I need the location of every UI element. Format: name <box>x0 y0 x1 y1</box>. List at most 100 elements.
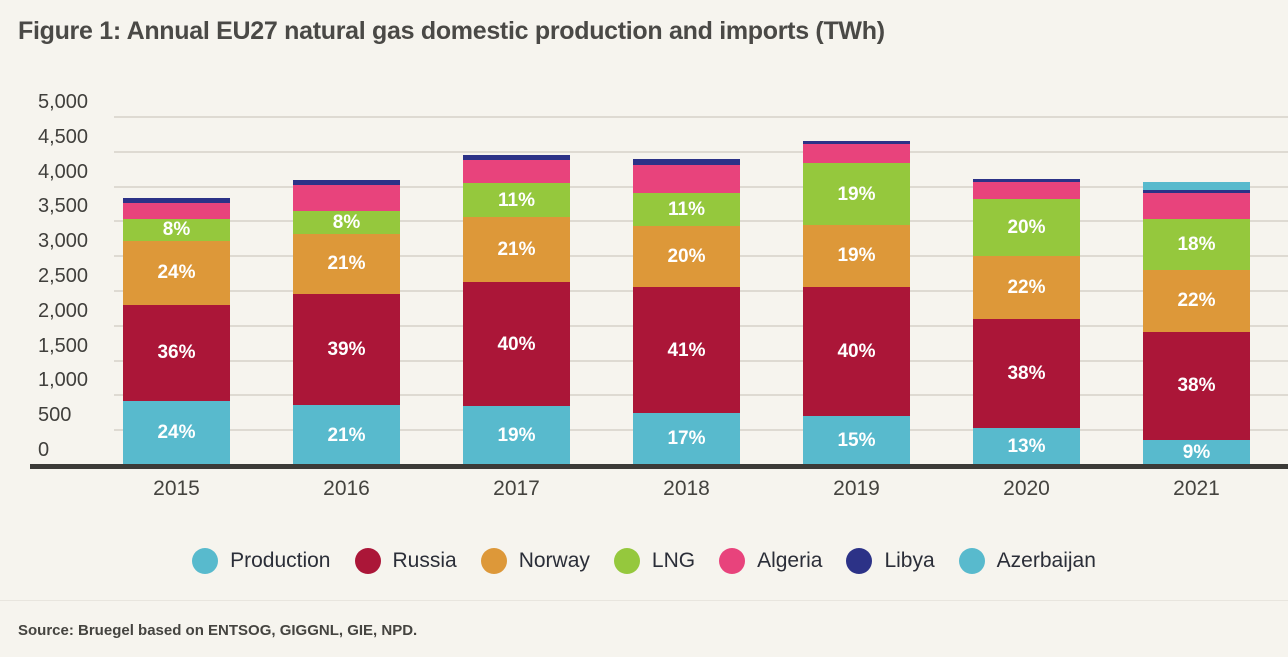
bar-segment-2019-lng: 19% <box>803 163 910 226</box>
y-tick-label-0: 0 <box>38 439 50 461</box>
segment-label-2018-norway: 20% <box>667 246 706 268</box>
footer-divider <box>0 600 1288 601</box>
segment-label-2017-production: 19% <box>497 425 536 447</box>
bar-segment-2018-russia: 41% <box>633 287 740 413</box>
y-tick-label-1500: 1,500 <box>38 334 89 357</box>
legend-swatch-russia <box>354 548 381 574</box>
bar-segment-2015-russia: 36% <box>123 304 230 401</box>
legend-label-production: Production <box>230 549 331 572</box>
bar-segment-2017-algeria <box>463 159 570 184</box>
segment-label-2018-production: 17% <box>667 428 706 450</box>
segment-label-2015-norway: 24% <box>157 262 196 284</box>
x-axis-label-2021: 2021 <box>1173 477 1220 500</box>
bar-segment-2016-norway: 21% <box>293 233 400 294</box>
segment-label-2021-lng: 18% <box>1177 233 1216 255</box>
bar-segment-2016-algeria <box>293 185 400 212</box>
bar-segment-2020-russia: 38% <box>973 319 1080 428</box>
legend-label-algeria: Algeria <box>757 549 823 572</box>
x-axis-label-2020: 2020 <box>1003 477 1050 500</box>
bar-segment-2017-production: 19% <box>463 406 570 465</box>
y-tick-label-3500: 3,500 <box>38 195 89 218</box>
legend-label-azerbaijan: Azerbaijan <box>996 549 1096 572</box>
segment-label-2016-russia: 39% <box>327 338 366 360</box>
bar-segment-2017-russia: 40% <box>463 282 570 407</box>
bar-segment-2015-lng: 8% <box>123 219 230 241</box>
bar-segment-2016-libya <box>293 179 400 186</box>
legend-item-lng: LNG <box>613 548 696 574</box>
y-tick-label-4500: 4,500 <box>38 125 89 148</box>
bar-segment-2020-production: 13% <box>973 427 1080 465</box>
legend-label-libya: Libya <box>884 549 935 572</box>
segment-label-2020-lng: 20% <box>1007 217 1046 239</box>
segment-label-2016-lng: 8% <box>332 211 361 233</box>
segment-label-2019-production: 15% <box>837 430 876 452</box>
bar-segment-2021-libya <box>1143 190 1250 194</box>
stacked-bar-chart: 24% 36% 24% 8% 21% 39% 21% 8% 19% 40% 21% 11% 17% 41%… <box>30 91 1288 500</box>
bar-column-2021: 9% 38% 22% 18% <box>1143 181 1250 465</box>
bar-segment-2019-production: 15% <box>803 416 910 465</box>
bar-column-2018: 17% 41% 20% 11% <box>633 158 740 465</box>
bar-segment-2018-algeria <box>633 164 740 193</box>
bar-segment-2021-lng: 18% <box>1143 218 1250 270</box>
bar-segment-2015-norway: 24% <box>123 240 230 305</box>
bar-segment-2017-lng: 11% <box>463 183 570 218</box>
x-axis-label-2015: 2015 <box>153 477 200 500</box>
segment-label-2020-norway: 22% <box>1007 277 1046 299</box>
bar-segment-2021-russia: 38% <box>1143 331 1250 440</box>
segment-label-2019-russia: 40% <box>837 340 876 362</box>
plot-area: 24% 36% 24% 8% 21% 39% 21% 8% 19% 40% 21% 11% 17% 41%… <box>104 116 1288 465</box>
bar-segment-2016-lng: 8% <box>293 211 400 234</box>
y-tick-label-2500: 2,500 <box>38 265 89 287</box>
x-axis-label-2018: 2018 <box>663 477 710 500</box>
bar-column-2020: 13% 38% 22% 20% <box>973 179 1080 465</box>
bar-segment-2018-norway: 20% <box>633 226 740 288</box>
legend-item-norway: Norway <box>480 548 590 574</box>
figure-title: Figure 1: Annual EU27 natural gas domest… <box>18 17 885 45</box>
y-tick-label-4000: 4,000 <box>38 160 89 183</box>
bar-segment-2020-norway: 22% <box>973 256 1080 320</box>
segment-label-2021-production: 9% <box>1182 441 1211 463</box>
legend-item-algeria: Algeria <box>719 548 822 574</box>
y-tick-label-1000: 1,000 <box>38 369 89 392</box>
bar-segment-2021-algeria <box>1143 193 1250 219</box>
segment-label-2020-production: 13% <box>1007 435 1046 457</box>
gridline-4500 <box>114 150 1288 153</box>
x-axis-label-2016: 2016 <box>323 477 370 500</box>
bar-column-2017: 19% 40% 21% 11% <box>463 155 570 465</box>
bar-segment-2015-algeria <box>123 203 230 220</box>
bar-segment-2020-lng: 20% <box>973 199 1080 257</box>
bar-segment-2021-norway: 22% <box>1143 269 1250 332</box>
bar-segment-2019-algeria <box>803 143 910 164</box>
segment-label-2017-norway: 21% <box>497 239 536 261</box>
bar-segment-2019-libya <box>803 140 910 144</box>
segment-label-2021-norway: 22% <box>1177 290 1216 312</box>
bar-segment-2015-production: 24% <box>123 400 230 465</box>
y-tick-label-2000: 2,000 <box>38 299 89 322</box>
legend-label-lng: LNG <box>651 549 696 572</box>
bar-segment-2016-production: 21% <box>293 405 400 465</box>
source-note: Source: Bruegel based on ENTSOG, GIGGNL,… <box>18 622 418 639</box>
y-tick-label-3000: 3,000 <box>38 230 89 253</box>
legend-swatch-algeria <box>719 548 746 574</box>
legend-label-norway: Norway <box>518 549 590 572</box>
segment-label-2016-norway: 21% <box>327 253 366 275</box>
legend-item-libya: Libya <box>846 548 935 574</box>
segment-label-2019-lng: 19% <box>837 183 876 205</box>
legend: Production Russia Norway LNG Algeria Libya Aze… <box>0 544 1288 578</box>
x-axis-label-2019: 2019 <box>833 477 880 500</box>
bar-segment-2018-lng: 11% <box>633 192 740 227</box>
segment-label-2016-production: 21% <box>327 424 366 446</box>
segment-label-2018-lng: 11% <box>668 198 705 220</box>
segment-label-2015-lng: 8% <box>162 219 191 241</box>
bar-segment-2018-libya <box>633 158 740 165</box>
segment-label-2015-production: 24% <box>157 422 196 444</box>
bar-segment-2019-russia: 40% <box>803 286 910 417</box>
bar-segment-2016-russia: 39% <box>293 293 400 406</box>
bar-segment-2018-production: 17% <box>633 412 740 465</box>
x-axis-line <box>30 464 1288 469</box>
gridline-5000 <box>114 116 1288 118</box>
segment-label-2017-lng: 11% <box>498 189 535 211</box>
legend-swatch-libya <box>846 548 873 574</box>
bar-segment-2020-algeria <box>973 181 1080 200</box>
bar-segment-2015-libya <box>123 197 230 204</box>
